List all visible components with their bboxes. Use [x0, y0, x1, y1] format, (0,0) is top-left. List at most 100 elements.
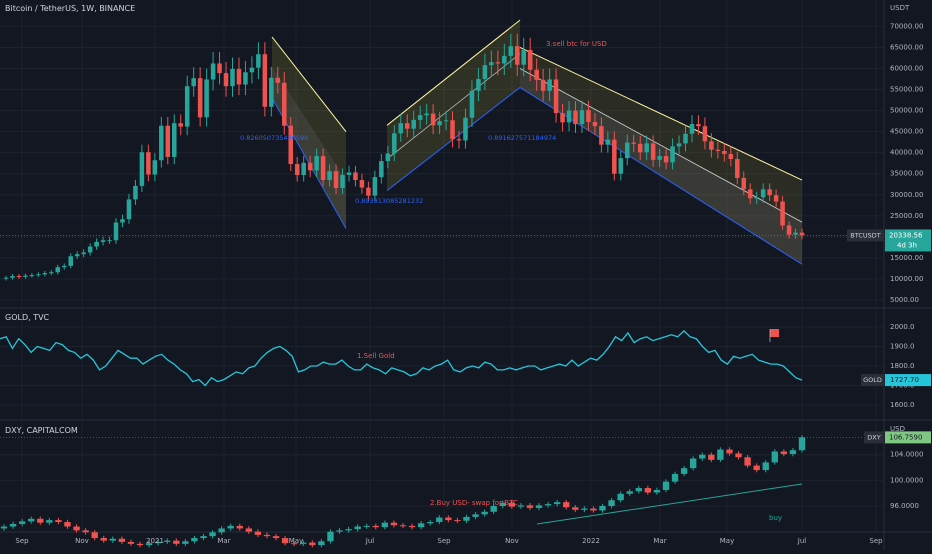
- dxy-candle: [291, 543, 298, 545]
- dxy-candle: [372, 525, 379, 528]
- btc-y-tick-label: 40000.00: [890, 149, 923, 157]
- sell-gold-annotation: 1.Sell Gold: [357, 352, 395, 360]
- x-tick-label: Jul: [365, 537, 375, 545]
- dxy-candle: [653, 489, 661, 493]
- gold-y-tick-label: 1800.0: [890, 362, 915, 370]
- btc-candle: [547, 79, 552, 91]
- btc-candle: [217, 63, 222, 74]
- channel-fill: [520, 47, 802, 265]
- btc-candle: [592, 121, 598, 127]
- btc-candle: [249, 67, 255, 73]
- btc-y-tick-label: 10000.00: [890, 275, 923, 283]
- gold-y-tick-label: 2000.0: [890, 323, 915, 331]
- channel-top-line: [519, 47, 803, 181]
- dxy-candle: [91, 532, 98, 539]
- btc-candle: [346, 172, 352, 175]
- dxy-candle: [490, 506, 497, 512]
- gold-y-tick-label: 1900.0: [890, 343, 915, 351]
- dxy-candle: [699, 454, 706, 459]
- dxy-candle: [563, 502, 570, 508]
- btc-candle: [372, 177, 378, 196]
- x-tick-label: Sep: [869, 537, 883, 545]
- btc-candle: [696, 124, 701, 127]
- btc-candle: [146, 152, 151, 175]
- btc-candle: [521, 49, 526, 65]
- btc-candle: [650, 143, 656, 160]
- btc-candle: [489, 62, 494, 66]
- fib-ratio-label: 0.826050735436590: [240, 134, 308, 142]
- dxy-candle: [708, 454, 715, 460]
- btc-candle: [165, 125, 171, 157]
- dxy-candle: [717, 449, 724, 460]
- dxy-y-tick-label: 104.0000: [890, 451, 923, 459]
- dxy-currency-label: USD: [890, 425, 905, 433]
- dxy-candle: [535, 505, 543, 508]
- dxy-candle: [100, 538, 107, 541]
- x-tick-label: May: [289, 537, 303, 545]
- dxy-candle: [544, 504, 552, 506]
- dxy-candle: [553, 502, 561, 505]
- btc-candle: [417, 115, 423, 120]
- btc-candle: [379, 161, 384, 178]
- btc-candle: [430, 113, 436, 126]
- btc-candle: [61, 265, 67, 268]
- btc-candle: [625, 142, 630, 159]
- fib-ratio-label: 0.893913085281232: [355, 197, 423, 205]
- btc-candle: [605, 139, 611, 145]
- btc-candle: [599, 126, 604, 145]
- gold-pane-title[interactable]: GOLD, TVC: [5, 313, 50, 322]
- dxy-candle: [408, 525, 416, 528]
- x-tick-label: Nov: [75, 537, 89, 545]
- btc-candle: [411, 119, 416, 129]
- channel-mid-line: [519, 68, 803, 223]
- dxy-candle: [227, 525, 234, 529]
- buy-annotation: buy: [769, 514, 782, 522]
- btc-candle: [10, 276, 15, 278]
- channel-top-line: [386, 19, 521, 126]
- btc-candle: [126, 199, 132, 220]
- btc-candle: [159, 125, 164, 161]
- btc-candle: [799, 232, 805, 236]
- dxy-candle: [617, 493, 624, 501]
- dxy-y-tick-label: 100.0000: [890, 476, 923, 484]
- btc-y-tick-label: 60000.00: [890, 65, 923, 73]
- btc-candle: [398, 123, 404, 134]
- gold-symbol-tag: [861, 374, 884, 387]
- dxy-candle: [771, 451, 778, 463]
- dxy-y-tick-label: 96.0000: [890, 502, 919, 510]
- btc-candle: [3, 277, 9, 279]
- btc-candle: [256, 54, 261, 68]
- btc-candle: [618, 158, 624, 174]
- btc-candle: [437, 121, 442, 126]
- btc-candle: [171, 123, 177, 157]
- btc-pane-title[interactable]: Bitcoin / TetherUS, 1W, BINANCE: [5, 4, 136, 13]
- x-tick-label: Sep: [15, 537, 29, 545]
- dxy-candle: [590, 508, 597, 511]
- fib-ratio-label: 0.891627571184974: [488, 134, 556, 142]
- dxy-candle: [0, 526, 8, 529]
- dxy-candle: [608, 500, 615, 506]
- dxy-candle: [508, 502, 515, 507]
- dxy-candle: [327, 531, 334, 542]
- btc-candle: [424, 113, 429, 116]
- dxy-candle: [318, 541, 325, 546]
- dxy-pane-title[interactable]: DXY, CAPITALCOM: [5, 426, 78, 435]
- dxy-candle: [218, 528, 225, 533]
- dxy-candle: [164, 540, 171, 542]
- btc-candle: [243, 72, 248, 85]
- dxy-candle: [46, 520, 53, 523]
- dxy-candle: [789, 450, 797, 455]
- btc-candle: [133, 185, 138, 200]
- dxy-candle: [753, 465, 760, 471]
- dxy-candle: [281, 538, 289, 544]
- btc-candle: [392, 133, 397, 154]
- x-tick-label: Mar: [653, 537, 666, 545]
- btc-candle: [631, 142, 637, 144]
- dxy-candle: [354, 526, 361, 530]
- buy-usd-annotation: 2.Buy USD- swap for BTC: [430, 499, 518, 507]
- btc-candle: [463, 117, 468, 141]
- dxy-candle: [417, 523, 425, 528]
- dxy-candle: [200, 536, 207, 539]
